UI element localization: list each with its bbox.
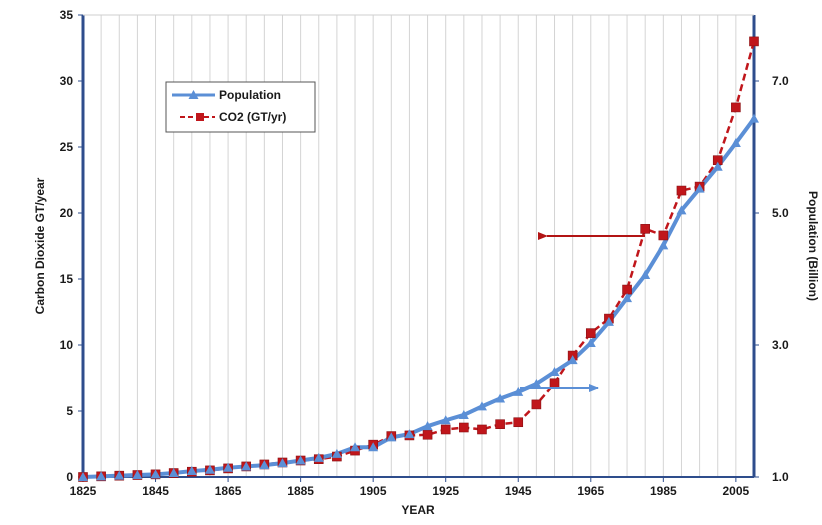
co2-data-point [513,417,524,428]
co2-data-point [549,378,560,389]
x-axis-title: YEAR [401,503,435,517]
population-data-point [549,367,560,377]
y-left-tick-label: 0 [66,470,73,484]
x-tick-label: 2005 [723,484,750,498]
population-data-point [96,471,107,481]
population-data-point [658,240,669,250]
co2-data-point [640,224,650,234]
x-tick-label: 1865 [215,484,242,498]
y-right-tick-label: 1.0 [772,470,789,484]
y-right-tick-label: 5.0 [772,206,789,220]
co2-data-point [658,230,669,241]
population-data-point [259,460,270,470]
population-data-point [277,458,288,468]
x-tick-label: 1885 [287,484,314,498]
population-data-point [404,429,415,439]
y-left-tick-label: 25 [60,140,74,154]
y-right-tick-label: 3.0 [772,338,789,352]
population-data-point [422,421,433,431]
co2-data-point [477,424,487,435]
population-data-point [295,455,306,465]
population-data-point [513,386,524,396]
legend-population-label: Population [219,88,281,102]
population-data-point [368,442,379,452]
series-layer [78,36,759,482]
x-tick-label: 1985 [650,484,677,498]
co2-data-point [622,284,632,295]
co2-data-point [749,36,759,47]
population-data-point [567,355,578,365]
population-data-point [386,432,397,442]
population-data-point [313,452,324,462]
co2-data-point [531,399,542,410]
population-data-point [640,270,651,280]
population-data-point [168,468,179,478]
co2-data-point [585,328,596,338]
legend: Population CO2 (GT/yr) [165,81,316,133]
population-data-point [476,401,487,411]
co2-data-point [676,185,687,196]
legend-box [165,81,316,133]
population-data-point [78,472,88,481]
population-data-point [350,442,361,452]
x-tick-label: 1945 [505,484,532,498]
population-data-point [150,469,161,479]
x-tick-label: 1845 [142,484,169,498]
y-left-tick-label: 20 [60,206,74,220]
x-tick-label: 1825 [70,484,97,498]
population-data-point [132,470,143,480]
y-left-tick-label: 35 [60,8,74,22]
co2-data-point [731,102,741,113]
co2-data-point [495,419,505,430]
population-data-point [440,415,451,425]
co2-data-point [459,422,469,433]
population-data-point [241,461,252,471]
co2-data-point [422,429,433,440]
population-data-point [603,316,614,326]
population-data-point [114,470,125,480]
population-data-point [749,113,759,123]
population-data-point [712,161,723,171]
population-data-point [730,138,741,148]
population-data-point [495,393,506,403]
y-left-tick-label: 5 [66,404,73,418]
population-data-point [186,466,197,476]
population-data-point [622,293,633,303]
right-axis-title: Population (Billion) [806,191,820,301]
population-data-point [223,462,234,472]
axis-ticks: 1825 1845 1865 1885 1905 1925 1945 1965 1985 2005… [60,8,789,498]
population-data-point [676,205,687,215]
population-data-point [331,448,342,458]
y-left-tick-label: 10 [60,338,74,352]
legend-co2-marker [196,113,204,121]
population-data-point [531,378,542,388]
left-axis-title: Carbon Dioxide GT/year [33,177,47,314]
population-data-point [585,338,596,348]
population-data-point [204,464,215,474]
legend-population-marker [188,90,199,99]
y-left-tick-label: 15 [60,272,74,286]
x-tick-label: 1905 [360,484,387,498]
x-tick-label: 1925 [432,484,459,498]
x-tick-label: 1965 [577,484,604,498]
y-right-tick-label: 7.0 [772,74,789,88]
co2-data-point [440,424,451,435]
legend-co2-label: CO2 (GT/yr) [219,110,286,124]
y-left-tick-label: 30 [60,74,74,88]
population-data-point [458,409,469,419]
population-data-point [694,183,705,193]
